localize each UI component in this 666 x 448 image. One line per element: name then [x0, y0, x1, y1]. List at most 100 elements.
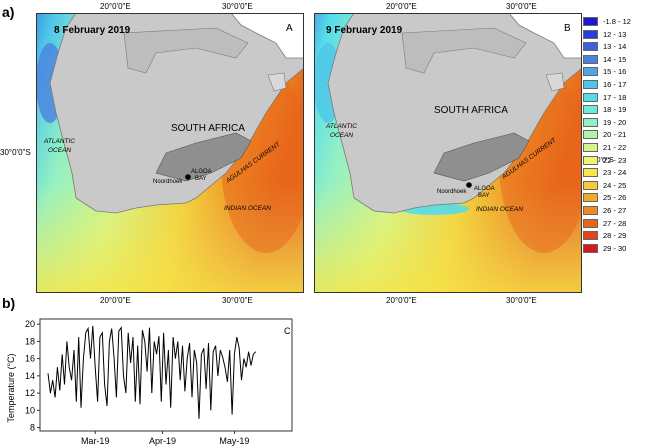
atlantic-label-b: ATLANTIC OCEAN [325, 123, 359, 139]
legend-label: 25 - 26 [603, 193, 627, 203]
x-tick-label: Apr-19 [149, 436, 176, 446]
legend-item: -1.8 - 12 [583, 16, 663, 27]
legend-label: 17 - 18 [603, 92, 627, 102]
site-label-a: Noordhoek [153, 179, 183, 185]
study-area-b [433, 132, 530, 182]
map-frame-b [314, 13, 582, 293]
country-label-b: SOUTH AFRICA [434, 105, 508, 116]
north-land-a [230, 13, 304, 59]
chart-frame [39, 318, 293, 432]
chart-ylabel: Temperature (°C) [6, 353, 16, 422]
chart-series-line [47, 325, 257, 419]
map-b-bottom-tick-30e: 30°0'0"E [506, 296, 537, 305]
legend-label: 23 - 24 [603, 168, 627, 178]
legend-swatch [583, 193, 598, 203]
country-label-a: SOUTH AFRICA [171, 123, 245, 134]
legend-label: 24 - 25 [603, 180, 627, 190]
indian-label-b: INDIAN OCEAN [476, 206, 523, 213]
legend-label: 16 - 17 [603, 80, 627, 89]
x-tick-label: Mar-19 [81, 436, 110, 446]
site-marker-a [185, 174, 191, 180]
map-b-lat-tick: 30°0'0"S [585, 155, 614, 164]
y-tick-label: 14 [25, 371, 35, 381]
lesotho-a [267, 72, 287, 92]
legend-label: 21 - 22 [603, 143, 627, 152]
legend-swatch [583, 54, 598, 64]
temperature-chart: Temperature (°C) C 8 10 12 14 16 18 20 Mar-19 A… [6, 318, 293, 446]
bay-line1-a: ALGOA [191, 169, 212, 175]
legend-swatch [583, 206, 598, 215]
legend-item: 25 - 26 [583, 192, 663, 203]
y-tick-label: 12 [25, 388, 35, 398]
legend-label: 26 - 27 [603, 206, 627, 215]
region-b [401, 27, 527, 74]
lesotho-b [545, 72, 565, 92]
figure-label-b: b) [2, 295, 16, 311]
map-b-bottom-tick-20e: 20°0'0"E [386, 296, 417, 305]
figure-label-a: a) [2, 4, 15, 20]
indian-label-a: INDIAN OCEAN [224, 205, 271, 212]
legend-item: 18 - 19 [583, 104, 663, 115]
legend-swatch [583, 218, 598, 228]
legend-swatch [583, 130, 598, 140]
legend-swatch [583, 117, 598, 127]
map-a-top-tick-20e: 20°0'0"E [100, 2, 131, 11]
legend-item: 21 - 22 [583, 142, 663, 153]
y-tick-label: 8 [30, 423, 35, 433]
map-a: SOUTH AFRICA ATLANTIC OCEAN INDIAN OCEAN… [36, 13, 304, 293]
legend-swatch [583, 180, 598, 190]
legend-item: 14 - 15 [583, 54, 663, 65]
map-frame-a [36, 13, 304, 293]
legend-label: 20 - 21 [603, 130, 627, 140]
legend-swatch [583, 92, 598, 102]
legend-label: 28 - 29 [603, 231, 627, 241]
legend-swatch [583, 42, 598, 52]
atlantic-label-a: ATLANTIC OCEAN [43, 138, 77, 154]
region-a [123, 27, 249, 74]
legend-label: 14 - 15 [603, 54, 627, 64]
legend-item: 16 - 17 [583, 79, 663, 90]
legend-label: 19 - 20 [603, 117, 627, 127]
legend-item: 13 - 14 [583, 41, 663, 52]
legend-item: 29 - 30 [583, 243, 663, 254]
legend-item: 23 - 24 [583, 167, 663, 178]
map-b-top-tick-30e: 30°0'0"E [506, 2, 537, 11]
panel-letter-a: A [286, 23, 293, 34]
legend-swatch [583, 17, 598, 26]
x-tick-label: May-19 [219, 436, 249, 446]
date-label-a: 8 February 2019 [54, 25, 131, 36]
legend-swatch [583, 231, 598, 241]
atlantic-line2-b: OCEAN [330, 132, 353, 139]
legend-swatch [583, 29, 598, 39]
site-marker-b [466, 182, 472, 188]
map-a-bottom-tick-30e: 30°0'0"E [222, 296, 253, 305]
bay-label-b: ALGOA BAY [474, 186, 496, 199]
atlantic-line1-a: ATLANTIC [43, 138, 75, 145]
chart-x-axis: Mar-19 Apr-19 May-19 [81, 431, 249, 446]
legend-swatch [583, 168, 598, 178]
legend-swatch [583, 243, 598, 253]
bay-line2-b: BAY [478, 193, 490, 199]
chart-panel-letter: C [284, 326, 291, 336]
map-a-lat-tick: 30°0'0"S [0, 148, 31, 157]
bay-line2-a: BAY [195, 176, 207, 182]
legend-item: 15 - 16 [583, 66, 663, 77]
study-area-a [155, 132, 252, 182]
map-a-top-tick-30e: 30°0'0"E [222, 2, 253, 11]
site-label-b: Noordhoek [437, 189, 467, 195]
land-mass-b [327, 13, 582, 214]
legend-label: 13 - 14 [603, 42, 627, 52]
legend-item: 28 - 29 [583, 230, 663, 241]
legend-item: 19 - 20 [583, 117, 663, 128]
bay-line1-b: ALGOA [474, 186, 495, 192]
legend-item: 24 - 25 [583, 180, 663, 191]
land-mass-a [49, 13, 304, 214]
map-a-bottom-tick-20e: 20°0'0"E [100, 296, 131, 305]
bay-label-a: ALGOA BAY [191, 169, 213, 182]
y-tick-label: 16 [25, 354, 35, 364]
legend-swatch [583, 105, 598, 115]
panel-letter-b: B [564, 23, 571, 34]
legend-label: 12 - 13 [603, 29, 627, 39]
legend-item: 27 - 28 [583, 218, 663, 229]
date-label-b: 9 February 2019 [326, 25, 403, 36]
